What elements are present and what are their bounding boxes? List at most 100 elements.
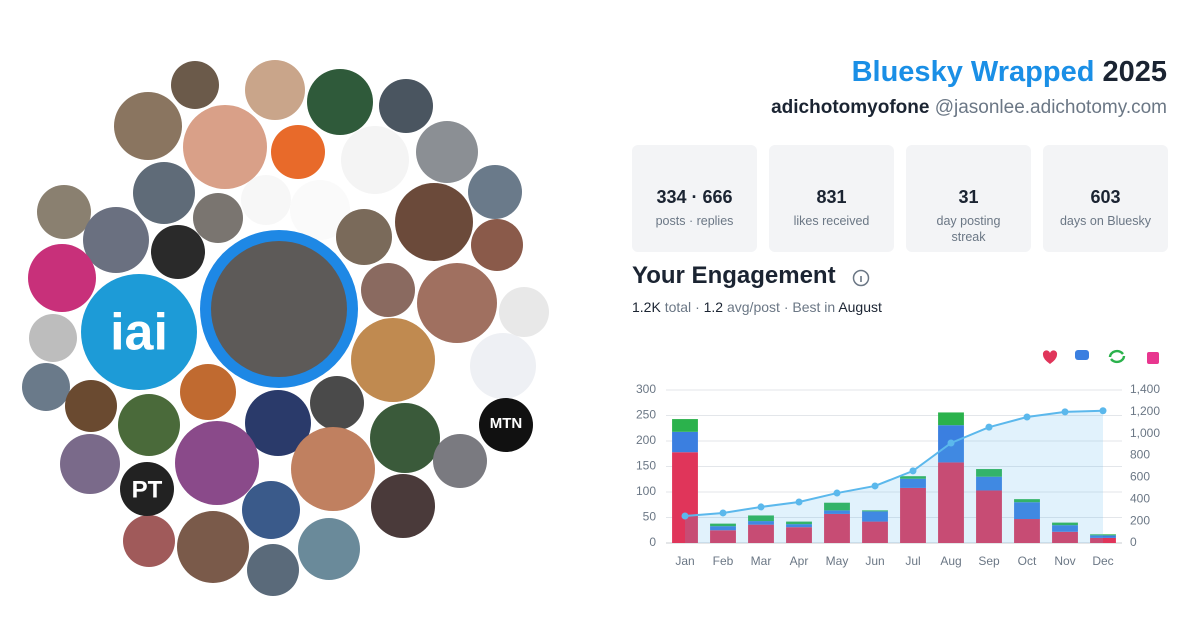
- best-label: Best in: [792, 299, 836, 315]
- total-label: total: [664, 299, 692, 315]
- legend-reposts[interactable]: [1108, 349, 1126, 364]
- bar-segment: [976, 476, 1002, 491]
- cumulative-point: [1099, 407, 1107, 415]
- bar-segment: [786, 524, 812, 528]
- avatar[interactable]: [22, 363, 70, 411]
- bar-segment: [1052, 531, 1078, 543]
- avatar[interactable]: [271, 125, 325, 179]
- avatar[interactable]: [310, 376, 364, 430]
- title-brand: Bluesky Wrapped: [851, 56, 1095, 88]
- avatar[interactable]: [133, 162, 195, 224]
- avatar[interactable]: [211, 241, 347, 377]
- avatar[interactable]: [123, 515, 175, 567]
- bar-segment: [748, 524, 774, 543]
- x-tick-label: Aug: [940, 554, 961, 568]
- bar-segment: [824, 502, 850, 511]
- avatar[interactable]: [290, 180, 350, 240]
- stat-card: 831 likes received: [769, 145, 894, 252]
- bar-segment: [672, 419, 698, 432]
- avatar[interactable]: [175, 421, 259, 505]
- avatar[interactable]: [361, 263, 415, 317]
- stat-card: 603 days on Bluesky: [1043, 145, 1168, 252]
- bar-segment: [1052, 525, 1078, 532]
- avatar[interactable]: [81, 274, 197, 390]
- avatar[interactable]: [468, 165, 522, 219]
- best-month: August: [838, 299, 882, 315]
- avatar[interactable]: [242, 481, 300, 539]
- x-tick-label: Jun: [865, 554, 884, 568]
- x-tick-label: Dec: [1092, 554, 1113, 568]
- avatar[interactable]: [307, 69, 373, 135]
- bar-segment: [1014, 502, 1040, 520]
- avatar-collage: iai PT MTN: [22, 60, 549, 596]
- bar-segment: [1052, 522, 1078, 526]
- avg-label: avg/post: [726, 299, 780, 315]
- avatar[interactable]: [114, 92, 182, 160]
- info-icon[interactable]: [852, 269, 870, 287]
- avatar[interactable]: [120, 462, 174, 516]
- bar-segment: [862, 521, 888, 543]
- avatar[interactable]: [65, 380, 117, 432]
- avatar[interactable]: [298, 518, 360, 580]
- avatar[interactable]: [118, 394, 180, 456]
- avatar[interactable]: [245, 60, 305, 120]
- x-tick-label: Apr: [790, 554, 809, 568]
- avatar[interactable]: [177, 511, 249, 583]
- bar-segment: [976, 469, 1002, 477]
- avatar[interactable]: [83, 207, 149, 273]
- y-tick-label: 300: [636, 382, 656, 396]
- avatar[interactable]: [479, 398, 533, 452]
- avatar[interactable]: [433, 434, 487, 488]
- legend-replies[interactable]: [1075, 350, 1089, 360]
- avatar[interactable]: [370, 403, 440, 473]
- bar-segment: [710, 523, 736, 527]
- avatar[interactable]: [193, 193, 243, 243]
- stat-label: day posting streak: [936, 214, 1001, 244]
- legend-quotes[interactable]: [1147, 352, 1159, 364]
- avatar[interactable]: [241, 175, 291, 225]
- avatar[interactable]: [470, 333, 536, 399]
- legend-likes[interactable]: [1042, 350, 1058, 364]
- avatar[interactable]: [351, 318, 435, 402]
- cumulative-point: [909, 467, 917, 475]
- section-title: Your Engagement: [632, 262, 836, 289]
- avatar[interactable]: [247, 544, 299, 596]
- avatar[interactable]: [183, 105, 267, 189]
- avatar[interactable]: [28, 244, 96, 312]
- avatar[interactable]: [180, 364, 236, 420]
- bar-segment: [672, 431, 698, 453]
- avatar[interactable]: [29, 314, 77, 362]
- bar-segment: [1090, 535, 1116, 538]
- bar-segment: [900, 476, 926, 479]
- avatar[interactable]: [341, 126, 409, 194]
- avatar[interactable]: [416, 121, 478, 183]
- cumulative-point: [681, 512, 689, 520]
- avatar[interactable]: [171, 61, 219, 109]
- bar-segment: [786, 521, 812, 525]
- cumulative-point: [1061, 408, 1069, 416]
- avatar[interactable]: [336, 209, 392, 265]
- avatar-label: PT: [132, 476, 163, 503]
- avatar[interactable]: [371, 474, 435, 538]
- avatar[interactable]: [60, 434, 120, 494]
- y-tick-label: 100: [636, 484, 656, 498]
- avatar[interactable]: [395, 183, 473, 261]
- title-year: 2025: [1102, 56, 1167, 88]
- avatar[interactable]: [245, 390, 311, 456]
- total: 1.2K: [632, 299, 661, 315]
- y-tick-label: 150: [636, 459, 656, 473]
- stat-card: 334 · 666 posts · replies: [632, 145, 757, 252]
- x-tick-label: Feb: [713, 554, 734, 568]
- bar-segment: [862, 510, 888, 512]
- header: Bluesky Wrapped 2025 adichotomyofone @ja…: [771, 56, 1167, 119]
- bar-segment: [1014, 519, 1040, 543]
- avatar[interactable]: [151, 225, 205, 279]
- bar-segment: [710, 530, 736, 543]
- avatar[interactable]: [499, 287, 549, 337]
- avatar[interactable]: [417, 263, 497, 343]
- y2-tick-label: 800: [1130, 448, 1150, 462]
- avatar[interactable]: [37, 185, 91, 239]
- avatar[interactable]: [471, 219, 523, 271]
- avatar[interactable]: [291, 427, 375, 511]
- avatar[interactable]: [379, 79, 433, 133]
